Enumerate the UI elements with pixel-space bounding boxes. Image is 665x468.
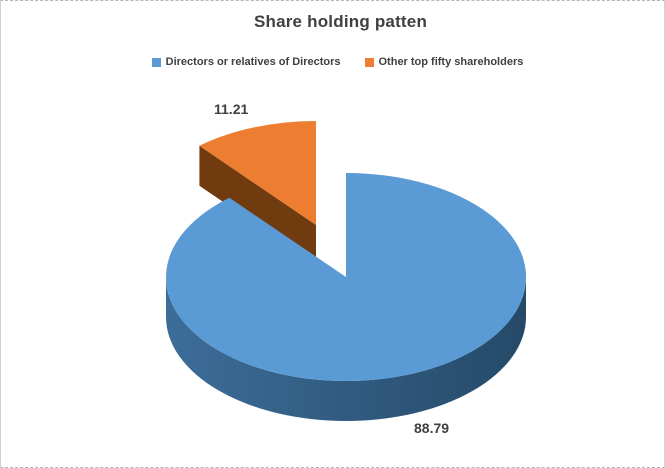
legend: Directors or relatives of Directors Othe… [1,56,664,68]
pie-slice-directors-side [166,277,526,421]
legend-item-directors[interactable]: Directors or relatives of Directors [151,56,341,68]
legend-label: Other top fifty shareholders [378,56,524,68]
pie-slice-others-side [199,145,316,265]
pie-slice-others[interactable] [199,121,316,225]
pie-slice-directors[interactable] [166,173,527,381]
chart-title: Share holding patten [253,12,428,31]
legend-item-others[interactable]: Other top fifty shareholders [364,56,524,68]
data-label-directors: 88.79 [414,420,450,436]
legend-swatch-blue [151,57,161,67]
legend-swatch-orange [364,57,374,67]
data-label-others: 11.21 [214,101,249,117]
legend-label: Directors or relatives of Directors [165,56,341,68]
